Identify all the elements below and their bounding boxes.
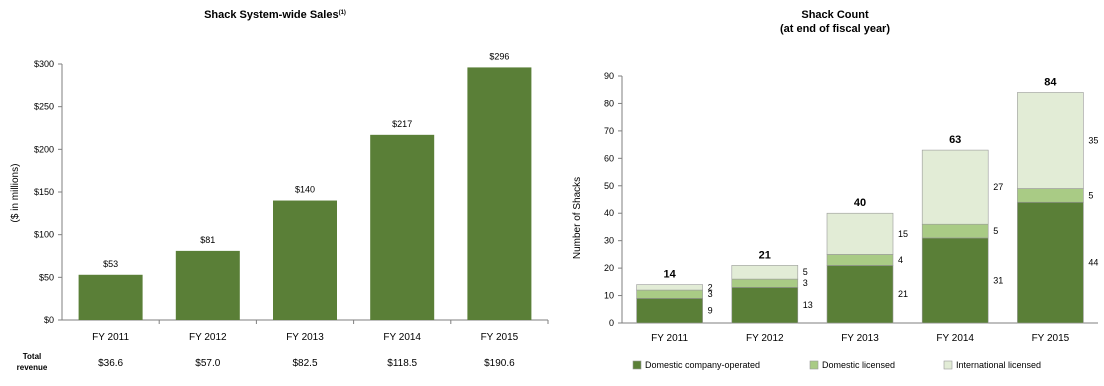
sales-category-label: FY 2015 — [481, 332, 519, 343]
count-y-tick-label: 70 — [604, 126, 614, 136]
shack-count-legend: Domestic company-operated Domestic licens… — [632, 360, 1041, 370]
count-y-tick-label: 40 — [604, 208, 614, 218]
count-total-label: 84 — [1044, 76, 1057, 88]
count-category-label: FY 2014 — [936, 333, 974, 344]
sales-category-label: FY 2012 — [189, 332, 227, 343]
count-chart-title-line2: (at end of fiscal year) — [780, 23, 890, 35]
legend-swatch — [943, 360, 953, 370]
count-total-label: 40 — [854, 197, 866, 209]
count-segment-label: 35 — [1088, 135, 1098, 145]
count-y-tick-label: 0 — [609, 318, 614, 328]
count-segment-label: 9 — [708, 306, 713, 316]
legend-label: Domestic company-operated — [645, 360, 760, 370]
sales-chart-title: Shack System-wide Sales(1) — [204, 9, 346, 21]
count-bar-segment — [1017, 92, 1084, 189]
count-bar-segment — [731, 278, 799, 288]
revenue-value: $57.0 — [195, 358, 220, 369]
count-bar-segment — [921, 237, 989, 324]
count-y-tick-label: 30 — [604, 236, 614, 246]
revenue-value: $118.5 — [387, 358, 417, 369]
count-total-label: 21 — [759, 249, 771, 261]
sales-y-tick-label: $100 — [34, 230, 54, 240]
count-y-axis-label: Number of Shacks — [572, 177, 583, 259]
count-segment-label: 13 — [803, 300, 813, 310]
count-bar-segment — [826, 212, 894, 255]
sales-category-label: FY 2014 — [383, 332, 421, 343]
count-bar-segment — [1017, 188, 1084, 203]
revenue-value: $82.5 — [292, 358, 317, 369]
count-y-tick-label: 50 — [604, 181, 614, 191]
count-bar-segment — [636, 289, 703, 299]
revenue-value: $190.6 — [484, 358, 515, 369]
legend-label: International licensed — [956, 360, 1041, 370]
count-segment-label: 2 — [708, 282, 713, 292]
sales-y-axis-label: ($ in millions) — [10, 164, 21, 223]
count-y-tick-label: 60 — [604, 153, 614, 163]
count-total-label: 63 — [949, 134, 961, 146]
sales-y-tick-label: $50 — [39, 272, 54, 282]
count-total-label: 14 — [663, 269, 676, 281]
sales-category-label: FY 2013 — [286, 332, 324, 343]
sales-data-label: $296 — [489, 51, 509, 61]
count-bar-segment — [731, 265, 799, 280]
count-segment-label: 5 — [1088, 190, 1093, 200]
sales-y-tick-label: $0 — [44, 315, 54, 325]
revenue-value: $36.6 — [98, 358, 123, 369]
sales-title-footnote: (1) — [339, 10, 346, 16]
count-segment-label: 4 — [898, 255, 903, 265]
sales-bar — [467, 67, 532, 320]
sales-data-label: $81 — [200, 235, 215, 245]
count-bar-segment — [636, 297, 703, 324]
count-segment-label: 44 — [1088, 258, 1098, 268]
legend-swatch — [632, 360, 642, 370]
count-y-tick-label: 90 — [604, 71, 614, 81]
count-y-tick-label: 20 — [604, 263, 614, 273]
revenue-label-line2: revenue — [17, 363, 48, 372]
sales-y-tick-label: $250 — [34, 102, 54, 112]
sales-data-label: $217 — [392, 119, 412, 129]
count-y-tick-label: 10 — [604, 291, 614, 301]
count-category-label: FY 2015 — [1032, 333, 1070, 344]
count-chart-title-line1: Shack Count — [801, 9, 869, 21]
sales-chart: $0 $50 $100 $150 $200 $250 $300 $53 FY 2011 $36.6… — [34, 51, 549, 369]
sales-bar — [370, 134, 435, 320]
count-segment-label: 5 — [993, 226, 998, 236]
count-category-label: FY 2011 — [651, 333, 688, 344]
count-segment-label: 27 — [993, 182, 1003, 192]
count-category-label: FY 2013 — [841, 333, 879, 344]
count-segment-label: 3 — [803, 278, 808, 288]
sales-category-label: FY 2011 — [92, 332, 129, 343]
sales-bar — [78, 274, 143, 320]
count-category-label: FY 2012 — [746, 333, 784, 344]
sales-data-label: $53 — [103, 259, 118, 269]
sales-data-label: $140 — [295, 185, 315, 195]
sales-y-tick-label: $200 — [34, 144, 54, 154]
count-bar-segment — [1017, 201, 1084, 324]
sales-bar — [273, 200, 337, 320]
count-bar-segment — [826, 254, 894, 266]
count-bar-segment — [731, 287, 799, 324]
count-segment-label: 5 — [803, 267, 808, 277]
legend-swatch — [809, 360, 819, 370]
revenue-label-line1: Total — [23, 352, 42, 361]
count-segment-label: 31 — [993, 275, 1003, 285]
count-bar-segment — [636, 284, 703, 291]
count-y-tick-label: 80 — [604, 98, 614, 108]
count-bar-segment — [921, 223, 989, 239]
count-segment-label: 21 — [898, 289, 908, 299]
count-bar-segment — [921, 149, 989, 225]
sales-y-tick-label: $300 — [34, 59, 54, 69]
count-segment-label: 15 — [898, 229, 908, 239]
sales-bar — [175, 250, 240, 320]
legend-label: Domestic licensed — [822, 360, 895, 370]
count-bar-segment — [826, 265, 894, 324]
count-segment-label: 3 — [708, 289, 713, 299]
sales-y-tick-label: $150 — [34, 187, 54, 197]
